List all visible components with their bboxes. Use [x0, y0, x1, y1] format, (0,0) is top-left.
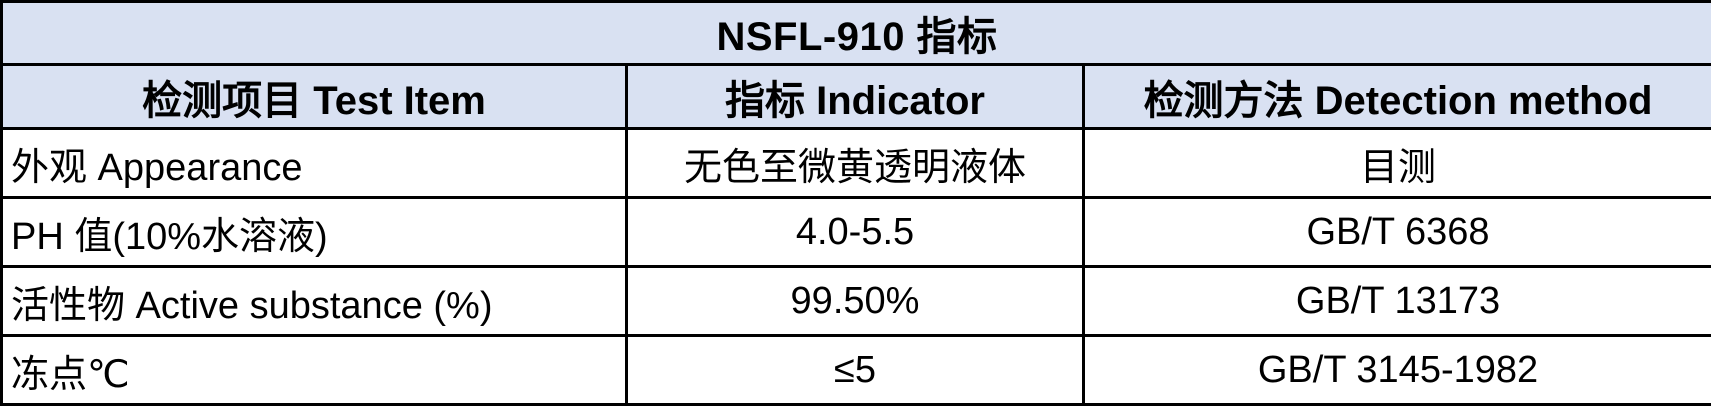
cell-freezing-point-method: GB/T 3145-1982 — [1084, 336, 1711, 405]
cell-ph-method: GB/T 6368 — [1084, 198, 1711, 267]
column-header-detection-method: 检测方法 Detection method — [1084, 65, 1711, 129]
column-header-indicator: 指标 Indicator — [627, 65, 1084, 129]
table-title-row: NSFL-910 指标 — [2, 2, 1711, 65]
cell-appearance-indicator: 无色至微黄透明液体 — [627, 129, 1084, 198]
cell-active-substance-indicator: 99.50% — [627, 267, 1084, 336]
table-row-active-substance: 活性物 Active substance (%) 99.50% GB/T 131… — [2, 267, 1711, 336]
cell-active-substance-item: 活性物 Active substance (%) — [2, 267, 627, 336]
cell-ph-indicator: 4.0-5.5 — [627, 198, 1084, 267]
cell-appearance-item: 外观 Appearance — [2, 129, 627, 198]
cell-active-substance-method: GB/T 13173 — [1084, 267, 1711, 336]
table-row-appearance: 外观 Appearance 无色至微黄透明液体 目测 — [2, 129, 1711, 198]
table-row-ph: PH 值(10%水溶液) 4.0-5.5 GB/T 6368 — [2, 198, 1711, 267]
table-title: NSFL-910 指标 — [2, 2, 1711, 65]
table-header-row: 检测项目 Test Item 指标 Indicator 检测方法 Detecti… — [2, 65, 1711, 129]
cell-ph-item: PH 值(10%水溶液) — [2, 198, 627, 267]
cell-appearance-method: 目测 — [1084, 129, 1711, 198]
table-row-freezing-point: 冻点℃ ≤5 GB/T 3145-1982 — [2, 336, 1711, 405]
cell-freezing-point-indicator: ≤5 — [627, 336, 1084, 405]
cell-freezing-point-item: 冻点℃ — [2, 336, 627, 405]
column-header-test-item: 检测项目 Test Item — [2, 65, 627, 129]
